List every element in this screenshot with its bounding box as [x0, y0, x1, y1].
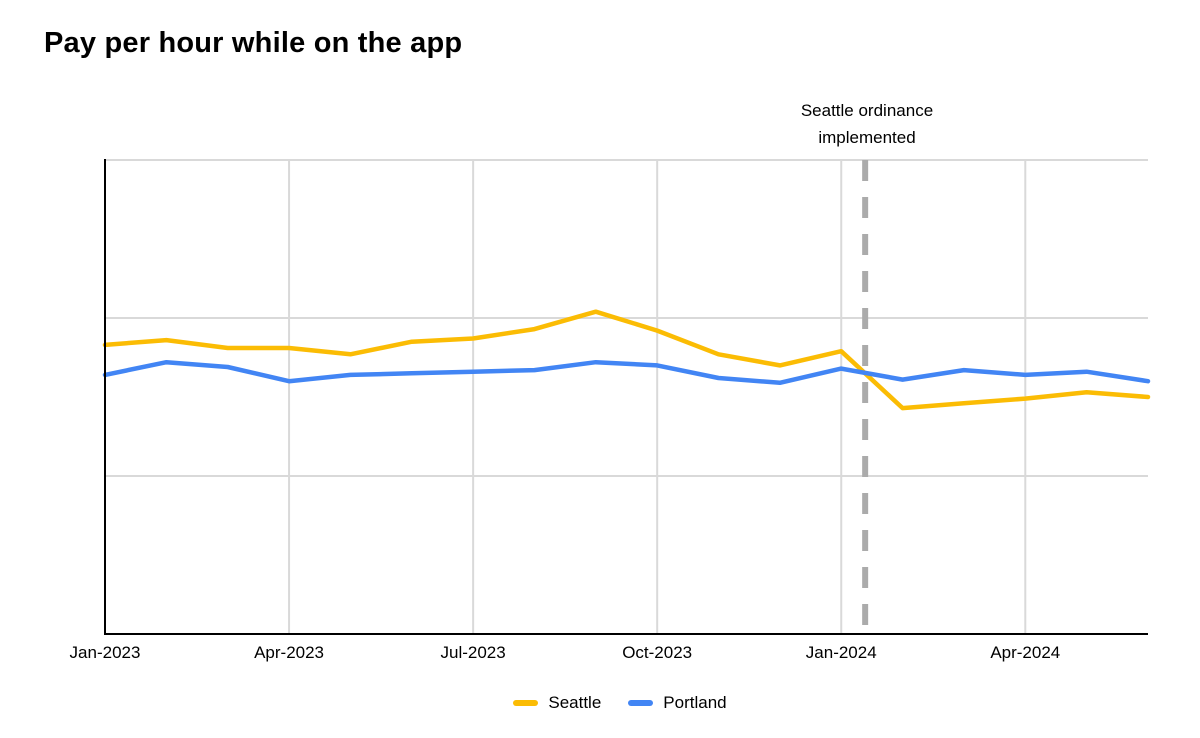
- series-line-portland: [102, 359, 1151, 386]
- x-axis-tick-label: Jan-2024: [805, 643, 877, 662]
- legend-label: Portland: [663, 693, 727, 712]
- x-axis-tick-label: Oct-2023: [622, 643, 693, 662]
- x-axis-tick-label: Jan-2023: [69, 643, 141, 662]
- legend: Seattle Portland: [40, 693, 1200, 713]
- legend-swatch-portland: [628, 700, 654, 706]
- legend-label: Seattle: [548, 693, 602, 712]
- series-line-seattle: [102, 309, 1151, 411]
- x-axis-tick-label: Apr-2023: [254, 643, 325, 662]
- annotation-label: Seattle ordinance implemented: [800, 101, 934, 147]
- x-axis-tick-label: Jul-2023: [440, 643, 506, 662]
- legend-item-portland: Portland: [628, 693, 727, 713]
- chart-title: Pay per hour while on the app: [44, 27, 463, 59]
- legend-swatch-seattle: [513, 700, 539, 706]
- x-axis-tick-label: Apr-2024: [990, 643, 1061, 662]
- legend-item-seattle: Seattle: [513, 693, 601, 713]
